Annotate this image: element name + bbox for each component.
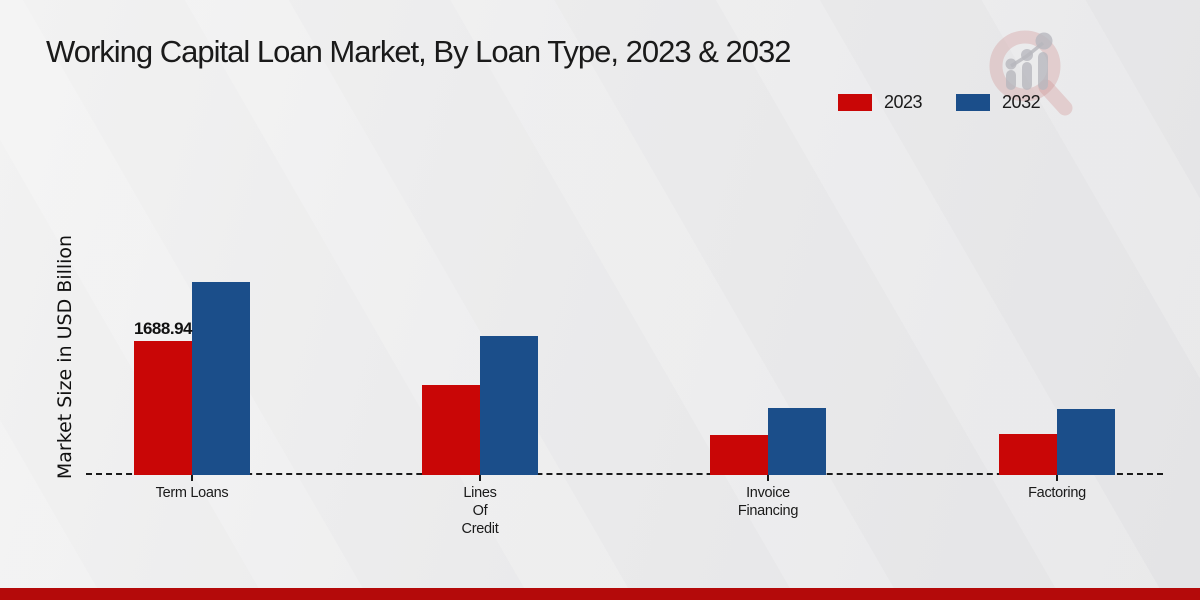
- x-axis-tick: [479, 475, 481, 481]
- category-label-lines-of-credit: Lines Of Credit: [461, 485, 499, 537]
- category-label-invoice-financing: Invoice Financing: [737, 485, 799, 519]
- legend-swatch-2023: [838, 94, 872, 111]
- legend-label: 2032: [1002, 92, 1041, 112]
- page-title: Working Capital Loan Market, By Loan Typ…: [46, 34, 791, 69]
- legend-item-2032: 2032: [956, 92, 1041, 113]
- category-label-factoring: Factoring: [1028, 485, 1086, 501]
- bar-2023-lines-of-credit: [422, 385, 480, 475]
- x-axis-tick: [1056, 475, 1058, 481]
- bar-2032-term-loans: [192, 282, 250, 475]
- category-label-term-loans: Term Loans: [155, 485, 229, 501]
- plot-area: Term Loans Lines Of Credit Invoice Financing F…: [86, 0, 1163, 537]
- bar-2023-factoring: [999, 434, 1057, 475]
- bar-2023-term-loans: [134, 341, 192, 475]
- legend-item-2023: 2023: [838, 92, 923, 113]
- x-axis-tick: [191, 475, 193, 481]
- bar-2032-invoice-financing: [768, 408, 826, 475]
- bar-2032-lines-of-credit: [480, 336, 538, 475]
- bar-2023-invoice-financing: [710, 435, 768, 475]
- x-axis-tick: [767, 475, 769, 481]
- data-label-2023-term-loans: 1688.94: [134, 319, 192, 338]
- x-axis-line: [86, 473, 1163, 475]
- legend-label: 2023: [884, 92, 923, 112]
- footer-accent-bar: [0, 588, 1200, 600]
- bar-2032-factoring: [1057, 409, 1115, 475]
- y-axis-label: Market Size in USD Billion: [54, 234, 76, 480]
- legend: 2023 2032: [838, 92, 1041, 113]
- magnifier-bar-chart-logo-icon: [989, 30, 1073, 116]
- legend-swatch-2032: [956, 94, 991, 111]
